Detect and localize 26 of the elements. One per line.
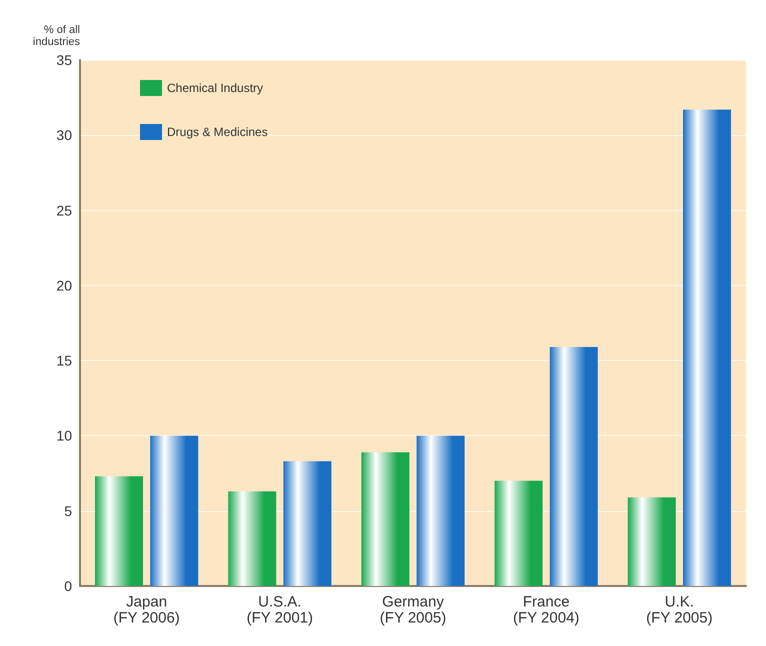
bar [283,461,332,586]
y-axis-title: % of all industries [32,24,80,48]
legend-label: Chemical Industry [167,81,264,95]
bar [628,497,676,586]
y-tick-label: 5 [64,502,72,519]
x-tick-label: U.K. (FY 2005) [646,594,713,626]
bar [416,436,465,586]
bar [150,436,198,586]
y-tick-label: 10 [56,428,72,444]
bar [494,480,543,586]
y-tick-label: 30 [56,127,72,144]
x-tick-label: U.S.A. (FY 2001) [246,594,314,626]
y-tick-label: 20 [56,277,72,294]
bar [683,110,731,586]
bar [228,491,276,586]
y-tick-label: 0 [64,578,72,594]
y-tick-label: 35 [56,52,72,68]
y-tick-label: 15 [56,352,72,369]
bar [550,347,598,586]
y-tick-label: 25 [56,202,72,218]
x-tick-label: France (FY 2004) [512,594,580,626]
bar [361,452,410,586]
bar [95,476,143,586]
x-tick-label: Germany (FY 2005) [380,594,446,626]
x-tick-label: Japan (FY 2006) [113,594,180,626]
legend-label: Drugs & Medicines [167,125,268,139]
